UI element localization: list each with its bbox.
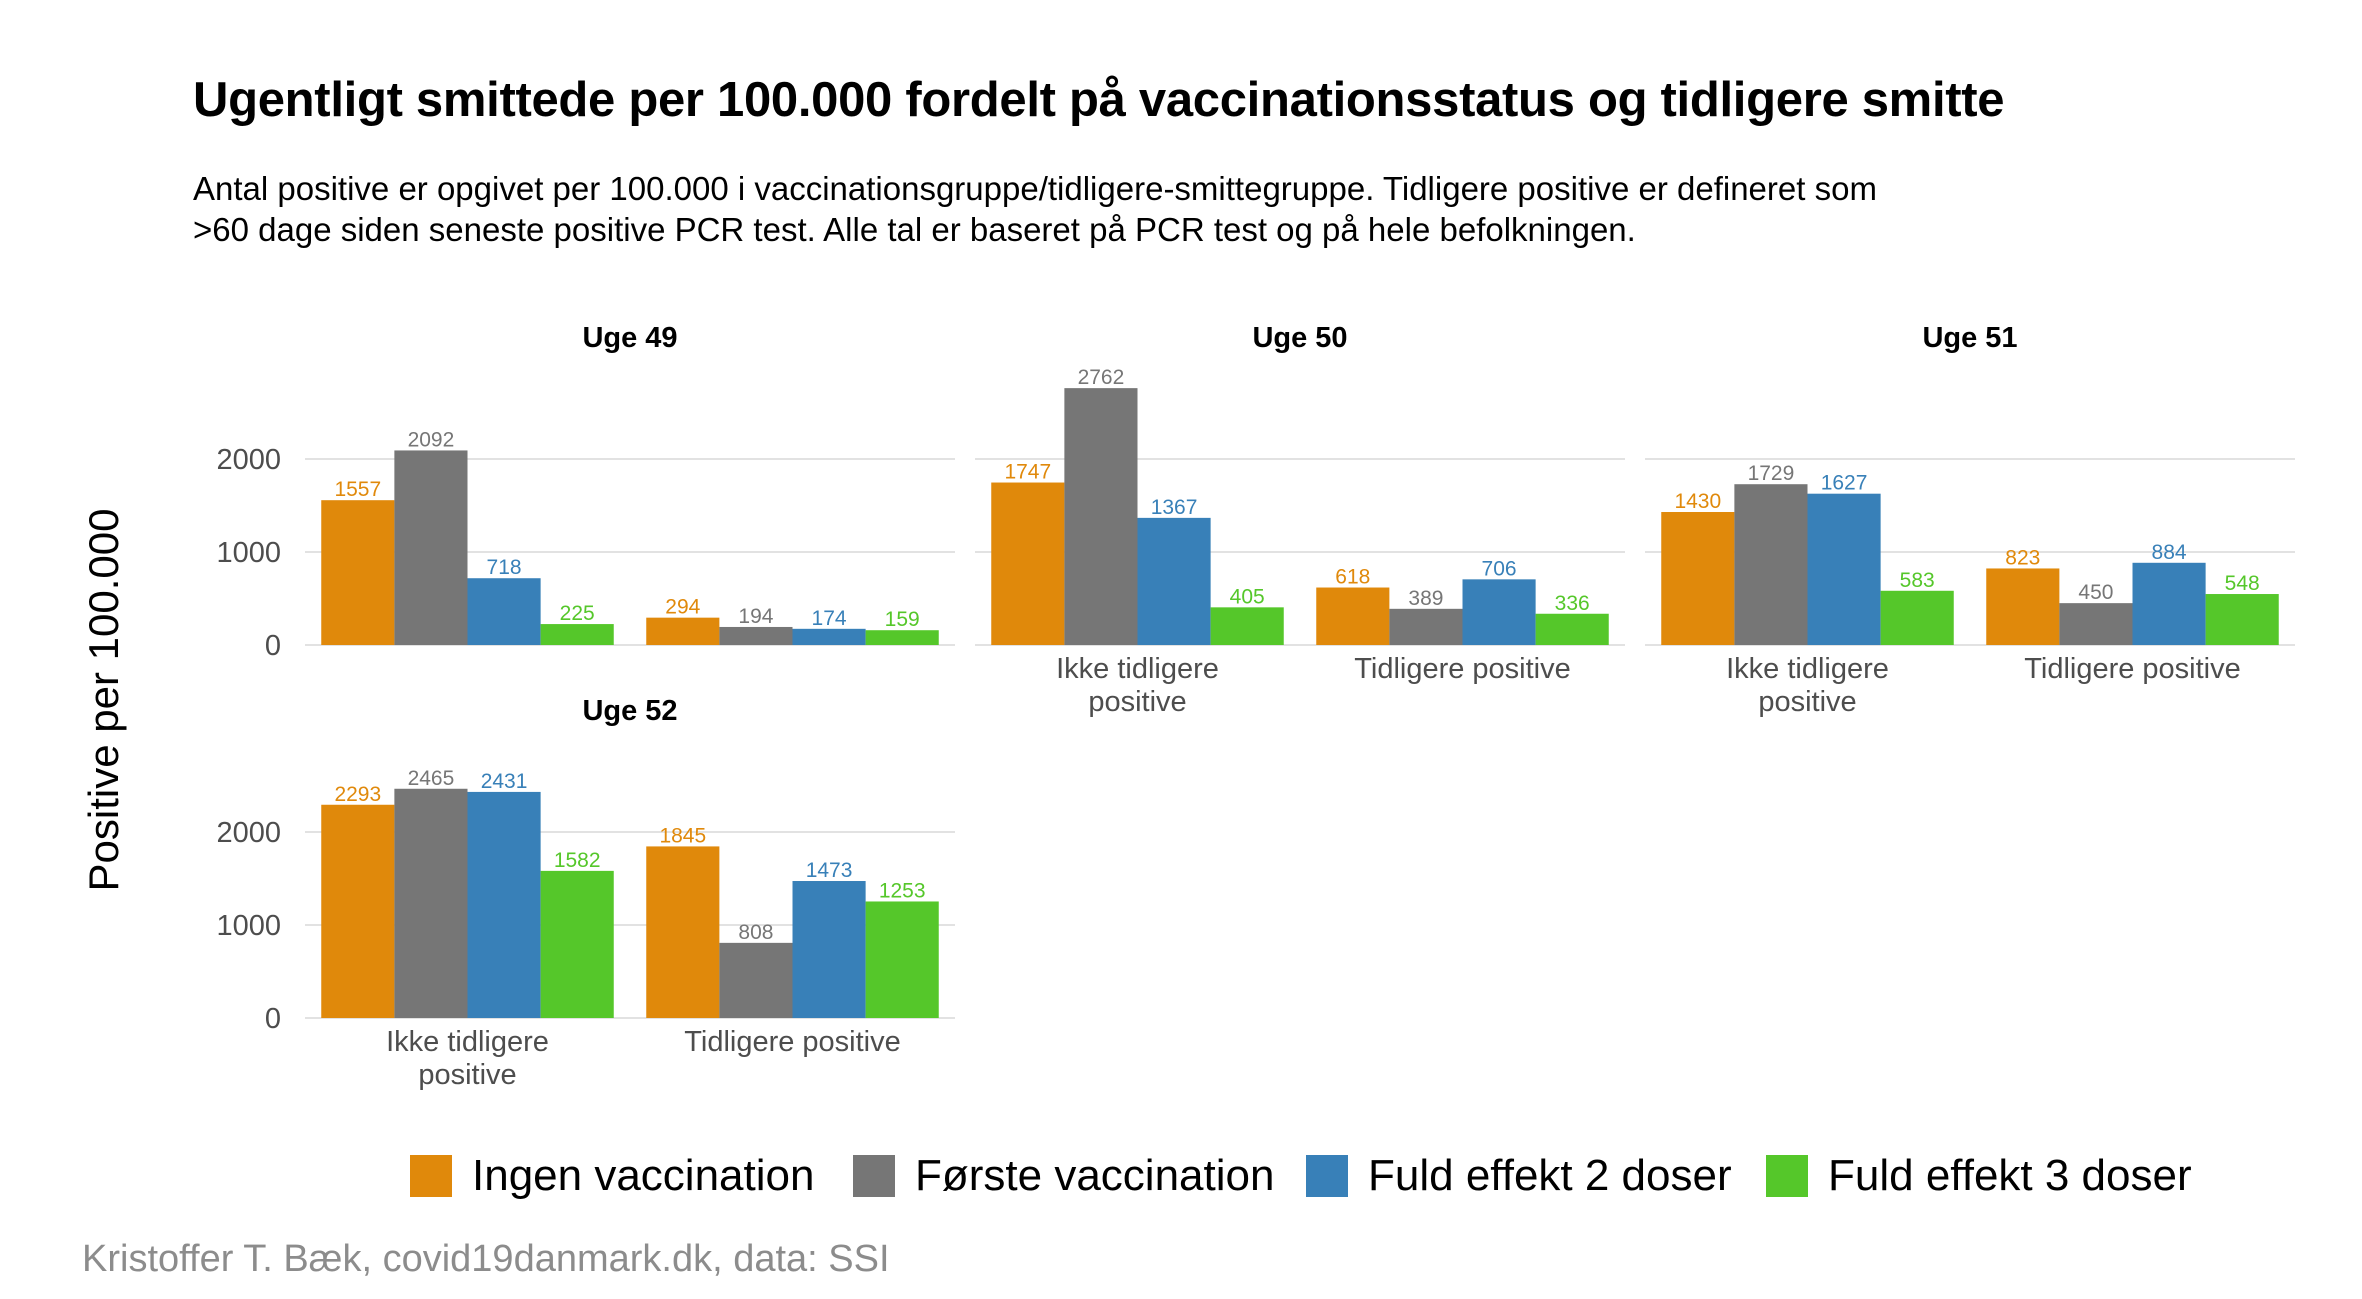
x-tick-label-uge-50-ikke-tidligere-positive-1: positive — [1088, 686, 1186, 718]
bar-uge-52-tidligere-positive-f-rste-vaccination — [719, 942, 793, 1018]
legend-label-fuld-effekt-2-doser: Fuld effekt 2 doser — [1368, 1151, 1732, 1200]
bar-uge-52-ikke-tidligere-positive-fuld-effekt-3-doser — [540, 870, 614, 1018]
data-label-uge-50-ikke-tidligere-positive-fuld-effekt-2-doser: 1367 — [1151, 496, 1198, 519]
data-label-uge-50-tidligere-positive-fuld-effekt-3-doser: 336 — [1555, 592, 1590, 615]
data-label-uge-52-ikke-tidligere-positive-fuld-effekt-2-doser: 2431 — [481, 770, 528, 793]
bar-uge-49-tidligere-positive-f-rste-vaccination — [719, 626, 793, 645]
facet-title-uge-51: Uge 51 — [1922, 322, 2017, 354]
bar-uge-51-ikke-tidligere-positive-f-rste-vaccination — [1734, 484, 1808, 645]
bar-uge-51-ikke-tidligere-positive-ingen-vaccination — [1661, 512, 1735, 645]
bar-uge-51-tidligere-positive-fuld-effekt-2-doser — [2132, 562, 2206, 645]
bar-uge-49-ikke-tidligere-positive-fuld-effekt-2-doser — [467, 578, 541, 645]
bar-uge-51-ikke-tidligere-positive-fuld-effekt-2-doser — [1807, 493, 1881, 645]
x-tick-label-uge-50-ikke-tidligere-positive-0: Ikke tidligere — [1056, 653, 1219, 685]
data-label-uge-52-tidligere-positive-ingen-vaccination: 1845 — [659, 824, 706, 847]
data-label-uge-50-tidligere-positive-f-rste-vaccination: 389 — [1408, 587, 1443, 610]
data-label-uge-49-ikke-tidligere-positive-fuld-effekt-2-doser: 718 — [487, 556, 522, 579]
data-label-uge-50-ikke-tidligere-positive-f-rste-vaccination: 2762 — [1078, 366, 1125, 389]
data-label-uge-52-tidligere-positive-fuld-effekt-3-doser: 1253 — [879, 879, 926, 902]
data-label-uge-49-tidligere-positive-fuld-effekt-2-doser: 174 — [812, 607, 847, 630]
data-label-uge-51-tidligere-positive-fuld-effekt-3-doser: 548 — [2225, 572, 2260, 595]
x-tick-label-uge-52-ikke-tidligere-positive-0: Ikke tidligere — [386, 1026, 549, 1058]
data-label-uge-52-ikke-tidligere-positive-f-rste-vaccination: 2465 — [408, 767, 455, 790]
data-label-uge-50-ikke-tidligere-positive-ingen-vaccination: 1747 — [1004, 461, 1051, 484]
legend-swatch-f-rste-vaccination — [853, 1155, 895, 1197]
data-label-uge-49-ikke-tidligere-positive-ingen-vaccination: 1557 — [334, 478, 381, 501]
data-label-uge-49-ikke-tidligere-positive-fuld-effekt-3-doser: 225 — [560, 602, 595, 625]
data-label-uge-52-ikke-tidligere-positive-fuld-effekt-3-doser: 1582 — [554, 849, 601, 872]
y-tick-label-0: 0 — [265, 630, 281, 662]
facet-title-uge-52: Uge 52 — [582, 695, 677, 727]
data-label-uge-51-ikke-tidligere-positive-f-rste-vaccination: 1729 — [1748, 462, 1795, 485]
legend-label-f-rste-vaccination: Første vaccination — [915, 1151, 1274, 1200]
bar-uge-49-ikke-tidligere-positive-ingen-vaccination — [321, 500, 395, 645]
facet-title-uge-50: Uge 50 — [1252, 322, 1347, 354]
data-label-uge-51-ikke-tidligere-positive-fuld-effekt-2-doser: 1627 — [1821, 472, 1868, 495]
bar-uge-49-tidligere-positive-ingen-vaccination — [646, 617, 720, 645]
bar-uge-50-tidligere-positive-fuld-effekt-2-doser — [1462, 579, 1536, 645]
data-label-uge-51-tidligere-positive-ingen-vaccination: 823 — [2005, 546, 2040, 569]
chart-subtitle: Antal positive er opgivet per 100.000 i … — [193, 168, 2193, 250]
data-label-uge-50-tidligere-positive-fuld-effekt-2-doser: 706 — [1482, 557, 1517, 580]
data-label-uge-49-tidligere-positive-ingen-vaccination: 294 — [665, 596, 700, 619]
y-tick-label-1000: 1000 — [216, 910, 281, 942]
bar-uge-51-ikke-tidligere-positive-fuld-effekt-3-doser — [1880, 590, 1954, 645]
bar-uge-52-tidligere-positive-fuld-effekt-2-doser — [792, 881, 866, 1018]
x-tick-label-uge-51-tidligere-positive-0: Tidligere positive — [2024, 653, 2241, 685]
bar-uge-49-ikke-tidligere-positive-fuld-effekt-3-doser — [540, 624, 614, 645]
data-label-uge-50-tidligere-positive-ingen-vaccination: 618 — [1335, 566, 1370, 589]
data-label-uge-51-ikke-tidligere-positive-ingen-vaccination: 1430 — [1674, 490, 1721, 513]
bar-uge-49-tidligere-positive-fuld-effekt-2-doser — [792, 628, 866, 645]
legend-label-ingen-vaccination: Ingen vaccination — [472, 1151, 814, 1200]
data-label-uge-52-tidligere-positive-f-rste-vaccination: 808 — [738, 921, 773, 944]
chart-title: Ugentligt smittede per 100.000 fordelt p… — [193, 73, 2005, 127]
bar-uge-52-tidligere-positive-ingen-vaccination — [646, 846, 720, 1018]
bar-uge-51-tidligere-positive-f-rste-vaccination — [2059, 603, 2133, 645]
bar-uge-49-tidligere-positive-fuld-effekt-3-doser — [865, 630, 939, 645]
facet-title-uge-49: Uge 49 — [582, 322, 677, 354]
data-label-uge-50-ikke-tidligere-positive-fuld-effekt-3-doser: 405 — [1230, 585, 1265, 608]
x-tick-label-uge-50-tidligere-positive-0: Tidligere positive — [1354, 653, 1571, 685]
data-label-uge-51-tidligere-positive-f-rste-vaccination: 450 — [2078, 581, 2113, 604]
legend-swatch-fuld-effekt-3-doser — [1766, 1155, 1808, 1197]
bar-uge-50-tidligere-positive-ingen-vaccination — [1316, 587, 1390, 645]
legend-label-fuld-effekt-3-doser: Fuld effekt 3 doser — [1828, 1151, 2192, 1200]
bar-uge-50-ikke-tidligere-positive-f-rste-vaccination — [1064, 388, 1138, 645]
x-tick-label-uge-51-ikke-tidligere-positive-1: positive — [1758, 686, 1856, 718]
bar-uge-50-ikke-tidligere-positive-fuld-effekt-2-doser — [1137, 517, 1211, 645]
bar-uge-52-ikke-tidligere-positive-ingen-vaccination — [321, 804, 395, 1018]
bar-uge-50-ikke-tidligere-positive-fuld-effekt-3-doser — [1210, 607, 1284, 645]
bar-uge-50-tidligere-positive-f-rste-vaccination — [1389, 608, 1463, 645]
data-label-uge-51-tidligere-positive-fuld-effekt-2-doser: 884 — [2152, 541, 2187, 564]
y-tick-label-2000: 2000 — [216, 817, 281, 849]
subtitle-line-2: >60 dage siden seneste positive PCR test… — [193, 211, 1636, 248]
x-tick-label-uge-51-ikke-tidligere-positive-0: Ikke tidligere — [1726, 653, 1889, 685]
x-tick-label-uge-52-ikke-tidligere-positive-1: positive — [418, 1059, 516, 1091]
subtitle-line-1: Antal positive er opgivet per 100.000 i … — [193, 170, 1877, 207]
y-axis-title: Positive per 100.000 — [80, 509, 127, 892]
y-tick-label-2000: 2000 — [216, 444, 281, 476]
data-label-uge-52-ikke-tidligere-positive-ingen-vaccination: 2293 — [334, 783, 381, 806]
bar-uge-49-ikke-tidligere-positive-f-rste-vaccination — [394, 450, 468, 645]
y-tick-label-1000: 1000 — [216, 537, 281, 569]
bar-uge-52-ikke-tidligere-positive-f-rste-vaccination — [394, 788, 468, 1018]
y-tick-label-0: 0 — [265, 1003, 281, 1035]
data-label-uge-49-tidligere-positive-fuld-effekt-3-doser: 159 — [885, 608, 920, 631]
x-tick-label-uge-52-tidligere-positive-0: Tidligere positive — [684, 1026, 901, 1058]
source-caption: Kristoffer T. Bæk, covid19danmark.dk, da… — [82, 1238, 890, 1280]
data-label-uge-49-tidligere-positive-f-rste-vaccination: 194 — [738, 605, 773, 628]
bar-uge-50-tidligere-positive-fuld-effekt-3-doser — [1535, 613, 1609, 645]
data-label-uge-52-tidligere-positive-fuld-effekt-2-doser: 1473 — [806, 859, 853, 882]
bar-uge-52-tidligere-positive-fuld-effekt-3-doser — [865, 901, 939, 1018]
data-label-uge-49-ikke-tidligere-positive-f-rste-vaccination: 2092 — [408, 428, 455, 451]
bar-uge-51-tidligere-positive-ingen-vaccination — [1986, 568, 2060, 645]
legend-swatch-fuld-effekt-2-doser — [1306, 1155, 1348, 1197]
legend-swatch-ingen-vaccination — [410, 1155, 452, 1197]
bar-uge-50-ikke-tidligere-positive-ingen-vaccination — [991, 482, 1065, 645]
data-label-uge-51-ikke-tidligere-positive-fuld-effekt-3-doser: 583 — [1900, 569, 1935, 592]
bar-uge-51-tidligere-positive-fuld-effekt-3-doser — [2205, 594, 2279, 645]
bar-uge-52-ikke-tidligere-positive-fuld-effekt-2-doser — [467, 791, 541, 1018]
